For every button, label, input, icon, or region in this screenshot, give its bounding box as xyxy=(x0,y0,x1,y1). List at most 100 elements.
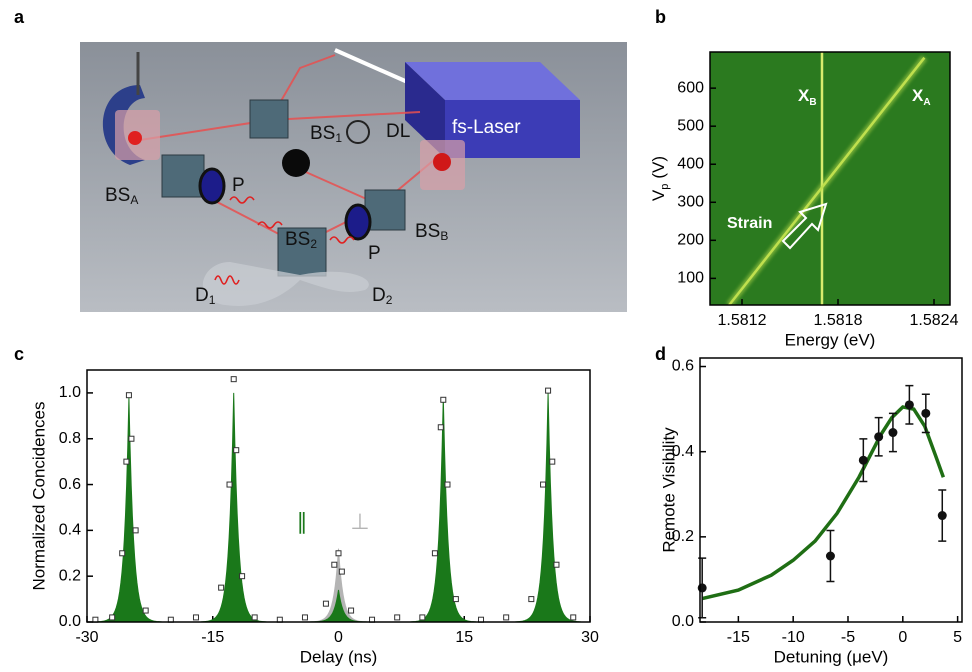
peak xyxy=(305,589,372,623)
data-point xyxy=(437,424,444,431)
strain-arrow xyxy=(781,202,828,250)
setup-diagram: fs-Laser BS1 DL BSA P BS2 BSB P D1 D2 xyxy=(80,42,627,312)
x-tick-label: -5 xyxy=(841,629,855,646)
data-point xyxy=(503,614,510,621)
panel-label: b xyxy=(655,7,666,27)
x-tick-label: 5 xyxy=(953,629,962,646)
peak xyxy=(410,397,477,623)
y-axis-label: Vp (V) xyxy=(649,156,670,201)
x-tick-label: -30 xyxy=(75,629,98,646)
y-tick-label: 500 xyxy=(677,117,704,134)
peak xyxy=(200,392,267,623)
fiber-detectors xyxy=(202,262,369,306)
data-point xyxy=(921,408,931,418)
data-point xyxy=(570,614,577,621)
data-point xyxy=(394,614,401,621)
white-beam xyxy=(334,48,413,86)
x-tick-label: 1.5818 xyxy=(814,312,863,329)
data-point xyxy=(128,435,135,442)
panel-label: c xyxy=(14,344,24,364)
y-tick-label: 0.6 xyxy=(672,358,694,375)
line-label-main: X xyxy=(912,86,924,105)
data-point xyxy=(338,568,345,575)
legend-entry: ⊥ xyxy=(350,509,369,534)
y-tick-label: 200 xyxy=(677,232,704,249)
delay-line-optic xyxy=(346,120,370,144)
y-tick-label: 600 xyxy=(677,79,704,96)
x-tick-label: 0 xyxy=(898,629,907,646)
line-label-main: X xyxy=(798,86,810,105)
data-point xyxy=(697,583,707,593)
data-point xyxy=(218,584,225,591)
laser-side xyxy=(405,62,445,158)
y-label-sub: p xyxy=(659,184,671,190)
line-label-sub: B xyxy=(809,97,816,108)
x-tick-label: -15 xyxy=(727,629,750,646)
peak xyxy=(515,392,581,623)
data-point xyxy=(230,376,237,383)
data-point xyxy=(322,600,329,607)
x-axis-label: Detuning (μeV) xyxy=(774,647,889,666)
diagram-label: BS1 xyxy=(310,123,342,145)
data-point xyxy=(331,561,338,568)
data-point xyxy=(251,614,258,621)
x-tick-label: 1.5812 xyxy=(718,312,767,329)
diagram-label: DL xyxy=(386,121,410,142)
x-tick-label: 0 xyxy=(334,629,343,646)
x-axis-label: Delay (ns) xyxy=(300,647,377,666)
diagram-label: BS2 xyxy=(285,229,317,251)
data-point xyxy=(123,458,130,465)
data-point xyxy=(937,511,947,521)
y-tick-label: 0.0 xyxy=(59,613,81,630)
data-point xyxy=(119,550,126,557)
data-point xyxy=(545,387,552,394)
y-tick-label: 400 xyxy=(677,155,704,172)
data-point xyxy=(348,607,355,614)
beams xyxy=(139,54,441,247)
y-tick-label: 300 xyxy=(677,193,704,210)
photon-waves xyxy=(229,196,355,244)
data-point xyxy=(888,428,898,438)
y-tick-label: 0.2 xyxy=(59,567,81,584)
y-tick-label: 0.8 xyxy=(59,430,81,447)
y-tick-label: 0.2 xyxy=(672,528,694,545)
line-label: XA xyxy=(912,86,931,107)
diagram-label: D1 xyxy=(195,285,216,307)
photon-wave xyxy=(214,275,240,285)
data-point xyxy=(528,596,535,603)
laser-top xyxy=(405,62,580,100)
panel-label: d xyxy=(655,344,666,364)
data-point xyxy=(142,607,149,614)
y-label-unit: (V) xyxy=(649,156,668,179)
y-tick-label: 100 xyxy=(677,270,704,287)
diagram-label: fs-Laser xyxy=(452,117,521,138)
data-point xyxy=(444,481,451,488)
x-axis-label: Energy (eV) xyxy=(785,330,876,349)
beam-splitters xyxy=(161,99,406,277)
data-point xyxy=(301,614,308,621)
data-point xyxy=(440,396,447,403)
diagram-label: BSA xyxy=(105,185,138,207)
polarizer xyxy=(344,203,372,241)
x-tick-label: -10 xyxy=(782,629,805,646)
line-label: XB xyxy=(798,86,817,107)
diagram-label: BSB xyxy=(415,221,448,243)
y-axis-label: Remote Visibility xyxy=(659,427,678,553)
legend-entry: ∥ xyxy=(297,509,308,534)
x-tick-label: 30 xyxy=(581,629,599,646)
data-point xyxy=(553,561,560,568)
data-point xyxy=(549,458,556,465)
x-tick-label: 15 xyxy=(455,629,473,646)
y-label-main: V xyxy=(649,189,668,201)
y-tick-label: 0.4 xyxy=(672,443,694,460)
data-point xyxy=(125,392,132,399)
data-point xyxy=(192,614,199,621)
y-tick-label: 1.0 xyxy=(59,384,81,401)
data-point xyxy=(226,481,233,488)
data-point xyxy=(239,573,246,580)
quantum-dot xyxy=(128,131,142,145)
data-point xyxy=(431,550,438,557)
data-point xyxy=(233,447,240,454)
y-tick-label: 0.6 xyxy=(59,476,81,493)
y-axis-label: Normalized Concidences xyxy=(29,402,48,591)
